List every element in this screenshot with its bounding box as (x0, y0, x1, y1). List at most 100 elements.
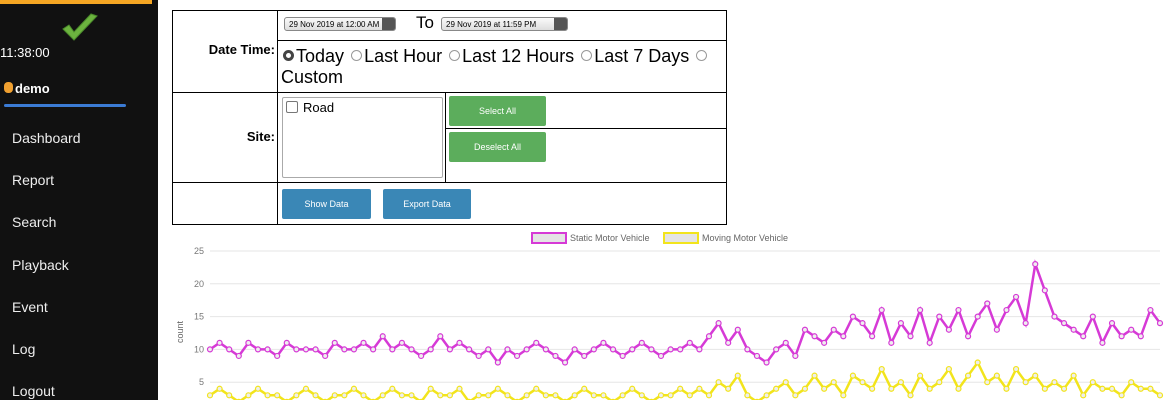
data-point (475, 352, 482, 360)
data-point (638, 392, 645, 399)
data-point (945, 365, 952, 373)
data-point (312, 346, 319, 353)
data-point (1118, 333, 1125, 340)
data-point (504, 392, 511, 399)
data-point (984, 379, 991, 386)
data-point (917, 306, 924, 314)
data-point (312, 392, 319, 399)
data-point (993, 372, 1000, 379)
select-all-button[interactable]: Select All (449, 96, 546, 126)
site-list: Road (282, 97, 443, 178)
menu-item[interactable]: Log (12, 341, 36, 357)
range-option[interactable]: Custom (281, 46, 709, 87)
data-point (897, 379, 905, 386)
range-label: Custom (281, 67, 344, 87)
data-point (331, 339, 338, 346)
menu-item[interactable]: Dashboard (12, 130, 81, 146)
site-option[interactable]: Road (286, 100, 439, 115)
data-point (446, 346, 453, 353)
data-point (936, 379, 943, 386)
from-date[interactable]: 29 Nov 2019 at 12:00 AM (284, 17, 396, 31)
data-point (1137, 385, 1144, 392)
range-label: Today (296, 46, 345, 66)
data-point (725, 385, 732, 392)
radio-button (449, 50, 461, 61)
export-data-button[interactable]: Export Data (383, 189, 471, 219)
data-point (446, 392, 453, 399)
data-point (331, 392, 338, 399)
data-point (801, 326, 809, 333)
range-option[interactable]: Last 12 Hours (447, 46, 579, 66)
user-name[interactable]: demo (15, 81, 50, 96)
data-point (1108, 385, 1116, 392)
data-point (811, 333, 818, 340)
data-point (907, 392, 914, 399)
user-underline (4, 104, 126, 107)
top-bar (0, 0, 152, 4)
data-point (1089, 379, 1096, 386)
data-point (504, 346, 511, 353)
data-point (629, 346, 636, 353)
range-option[interactable]: Last 7 Days (579, 46, 694, 66)
series-line (209, 259, 1162, 365)
data-point (581, 385, 588, 392)
data-point (1022, 379, 1029, 386)
data-point (677, 385, 684, 392)
data-point (782, 339, 789, 346)
menu-item[interactable]: Search (12, 214, 57, 231)
to-date[interactable]: 29 Nov 2019 at 11:59 PM (441, 17, 568, 31)
data-point (648, 346, 655, 353)
data-point (993, 326, 1000, 333)
data-point (1156, 392, 1164, 399)
data-point (955, 306, 962, 314)
data-point (1147, 306, 1154, 314)
data-point (437, 392, 444, 399)
data-point (542, 346, 549, 353)
data-point (485, 346, 492, 353)
legend-swatch (531, 232, 567, 244)
menu-item[interactable]: Logout (12, 383, 55, 400)
data-point (341, 346, 348, 353)
data-point (389, 385, 396, 392)
menu-item[interactable]: Event (12, 298, 48, 315)
menu-item[interactable]: Report (12, 172, 55, 189)
data-point (888, 339, 895, 346)
data-point (456, 339, 463, 346)
y-tick-label: 20 (194, 279, 204, 289)
data-point (302, 346, 310, 353)
data-point (734, 372, 741, 379)
clock: 11:38:00 (0, 45, 50, 60)
data-point (773, 346, 780, 353)
data-point (763, 392, 770, 399)
data-point (1070, 372, 1077, 379)
data-point (542, 392, 549, 399)
data-point (821, 339, 828, 346)
data-point (370, 346, 377, 353)
range-option[interactable]: Today (281, 46, 349, 66)
range-option[interactable]: Last Hour (349, 46, 447, 66)
data-point (293, 346, 300, 353)
data-point (360, 392, 367, 399)
data-point (859, 320, 866, 327)
data-point (523, 392, 530, 399)
data-point (1099, 339, 1106, 346)
series-line (209, 360, 1161, 400)
data-point (677, 346, 684, 353)
data-point (897, 320, 905, 327)
data-point (705, 392, 713, 399)
deselect-all-button[interactable]: Deselect All (449, 132, 546, 162)
show-data-button[interactable]: Show Data (282, 189, 371, 219)
menu-item[interactable]: Playback (12, 256, 69, 273)
data-point (811, 372, 818, 379)
to-label: To (416, 13, 434, 32)
data-point (869, 385, 876, 392)
data-point (849, 372, 857, 379)
sidebar: 11:38:00 demo Dashboard Report Search Playb… (0, 0, 158, 400)
data-point (293, 392, 300, 399)
legend-label: Static Motor Vehicle (570, 233, 650, 243)
legend-label: Moving Motor Vehicle (702, 233, 788, 243)
data-point (216, 339, 223, 346)
data-point (1080, 333, 1087, 340)
data-point (1032, 372, 1039, 379)
radio-button (581, 50, 593, 61)
